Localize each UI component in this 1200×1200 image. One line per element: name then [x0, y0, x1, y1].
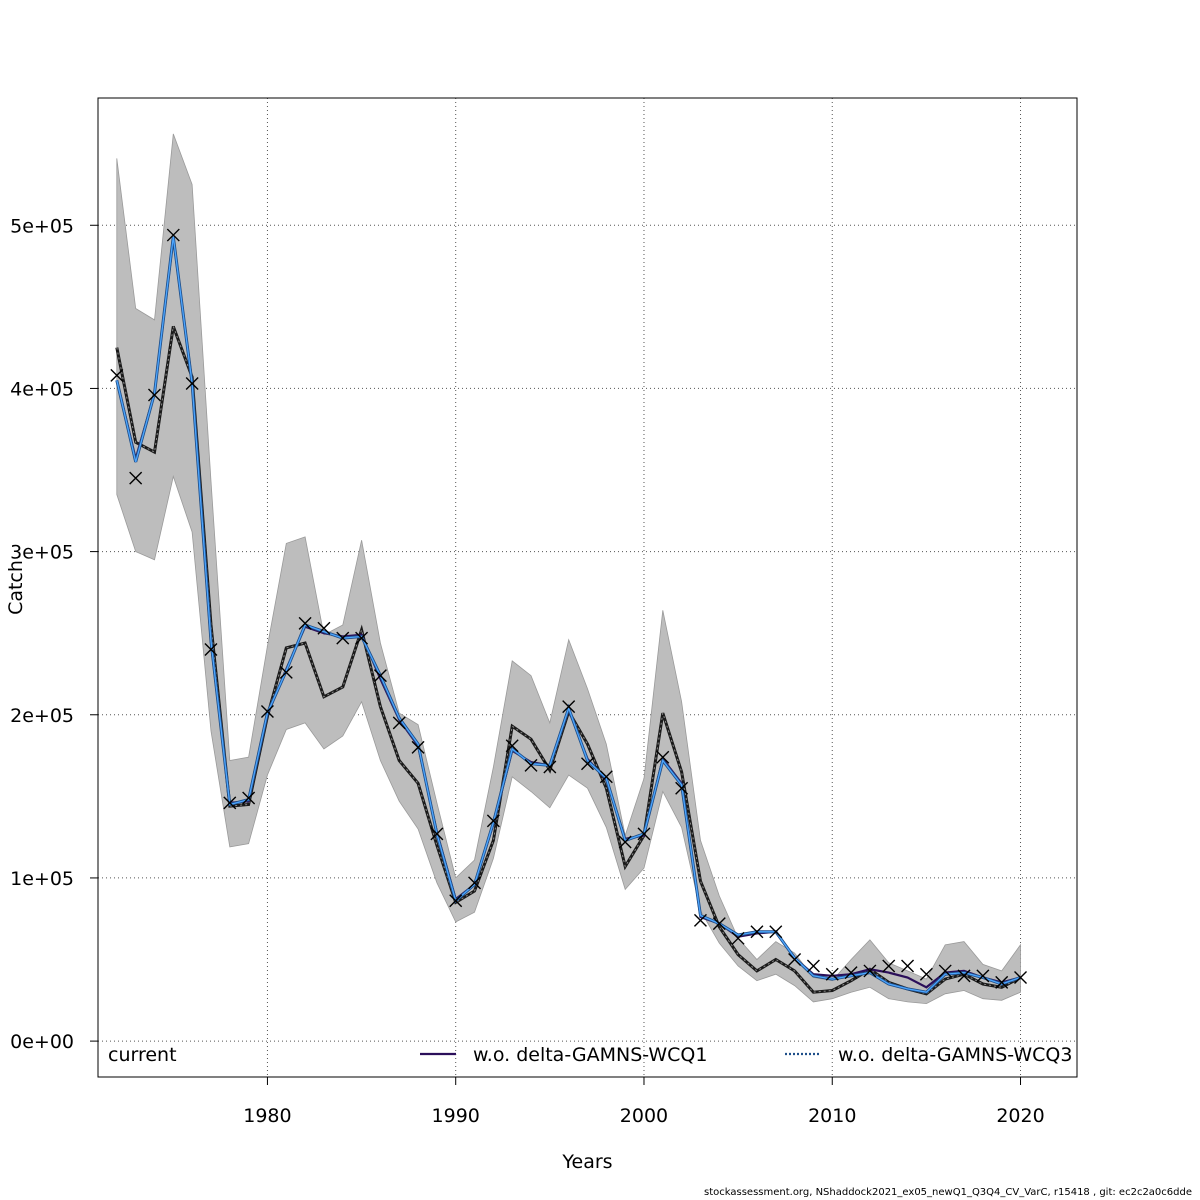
legend-label-wcq1: w.o. delta-GAMNS-WCQ1 — [473, 1044, 707, 1066]
observed-point — [769, 925, 783, 939]
observed-point — [242, 791, 256, 805]
observed-point — [204, 643, 218, 656]
observed-point — [618, 835, 632, 849]
y-tick-label: 1e+05 — [10, 868, 74, 890]
observed-point — [731, 931, 745, 945]
observed-point — [693, 913, 707, 927]
observed-point — [185, 377, 199, 391]
y-tick-label: 5e+05 — [10, 215, 74, 237]
observed-point — [486, 814, 500, 828]
observed-point — [806, 959, 820, 973]
observed-point — [844, 966, 858, 980]
observed-point — [166, 228, 180, 242]
observed-point — [355, 631, 369, 645]
y-tick-label: 0e+00 — [10, 1031, 74, 1053]
legend-label-wcq3: w.o. delta-GAMNS-WCQ3 — [838, 1044, 1072, 1066]
observed-point — [995, 975, 1009, 989]
x-tick-label: 2010 — [808, 1105, 856, 1127]
observed-point — [260, 705, 274, 719]
x-axis-title: Years — [561, 1151, 612, 1173]
observed-point — [223, 796, 237, 810]
observed-point — [298, 616, 312, 630]
observed-point — [543, 760, 557, 774]
observed-point — [1014, 970, 1028, 984]
observed-point — [392, 716, 406, 730]
observed-point — [373, 669, 387, 683]
observed-point — [468, 876, 482, 890]
observed-point — [110, 368, 124, 382]
observed-point — [863, 964, 877, 978]
observed-point — [750, 925, 764, 939]
y-tick-label: 4e+05 — [10, 378, 74, 400]
ci-band — [116, 133, 1021, 1005]
observed-point — [562, 700, 576, 714]
observed-point — [882, 959, 896, 973]
observed-point — [581, 757, 594, 771]
y-tick-label: 3e+05 — [10, 542, 74, 564]
observed-points — [110, 228, 1028, 989]
series-line-wcq3 — [115, 236, 1021, 994]
observed-point — [938, 964, 952, 978]
plot-frame — [97, 97, 1078, 1078]
observed-point — [976, 969, 990, 983]
observed-point — [317, 621, 331, 635]
observed-point — [901, 959, 915, 973]
observed-point — [599, 770, 613, 784]
observed-point — [825, 967, 839, 981]
observed-point — [147, 388, 161, 402]
x-axis: 1980 1990 2000 2010 2020 — [243, 1077, 1045, 1127]
series-lines — [115, 236, 1022, 996]
legend: current w.o. delta-GAMNS-WCQ1 w.o. delta-G… — [108, 1044, 1072, 1066]
footer-note: stockassessment.org, NShaddock2021_ex05_… — [704, 1187, 1192, 1198]
observed-point — [524, 758, 538, 772]
observed-point — [505, 739, 519, 753]
observed-point — [675, 781, 689, 795]
legend-label-current: current — [108, 1044, 177, 1066]
x-tick-label: 1990 — [432, 1105, 480, 1127]
observed-point — [656, 750, 670, 764]
y-tick-label: 2e+05 — [10, 705, 74, 727]
observed-point — [279, 665, 293, 679]
series-line-wcq1 — [115, 238, 1021, 989]
observed-point — [449, 894, 463, 908]
observed-point — [919, 967, 933, 981]
observed-point — [336, 631, 350, 645]
observed-point — [637, 827, 651, 841]
observed-point — [957, 969, 971, 983]
observed-point — [430, 827, 444, 841]
observed-point — [129, 471, 143, 485]
confidence-band — [116, 133, 1021, 1005]
observed-point — [712, 917, 726, 931]
x-tick-label: 2020 — [996, 1105, 1044, 1127]
series-line-wcq3-highlight — [116, 236, 1021, 993]
grid — [98, 98, 1077, 1077]
observed-point — [411, 740, 425, 754]
observed-point — [788, 953, 802, 967]
x-tick-label: 2000 — [620, 1105, 668, 1127]
y-axis-title: Catch — [5, 560, 27, 615]
y-axis: 0e+00 1e+05 2e+05 3e+05 4e+05 5e+05 — [10, 215, 98, 1053]
x-tick-label: 1980 — [243, 1105, 291, 1127]
